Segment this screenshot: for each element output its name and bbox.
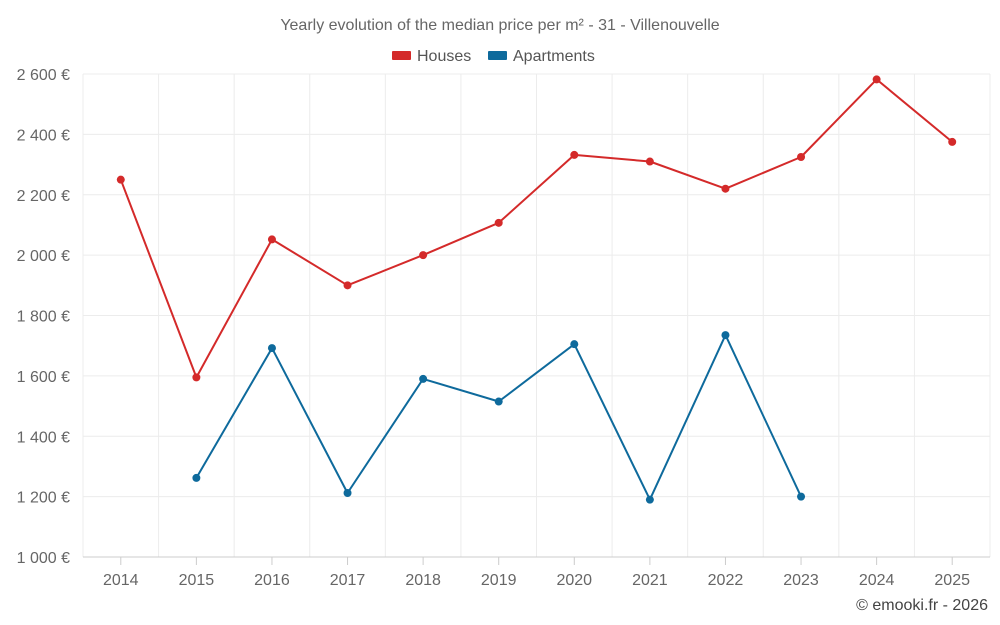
x-tick-label: 2023 <box>783 572 819 589</box>
x-tick-label: 2019 <box>481 572 517 589</box>
credit-text: © emooki.fr - 2026 <box>856 597 988 614</box>
y-tick-label: 1 400 € <box>17 429 70 446</box>
series-apartments <box>192 331 806 504</box>
data-point-houses[interactable] <box>948 137 957 146</box>
data-point-apartments[interactable] <box>419 374 428 383</box>
legend-label-houses: Houses <box>417 48 471 65</box>
data-point-apartments[interactable] <box>570 340 579 349</box>
x-tick-label: 2017 <box>330 572 366 589</box>
series <box>116 75 957 504</box>
legend-item-houses[interactable]: Houses <box>392 48 471 65</box>
x-tick-label: 2014 <box>103 572 139 589</box>
data-point-houses[interactable] <box>116 175 125 184</box>
legend-swatch-houses <box>392 51 411 60</box>
y-tick-label: 1 200 € <box>17 490 70 507</box>
data-point-houses[interactable] <box>645 157 654 166</box>
series-line-apartments <box>195 334 802 501</box>
grid <box>82 73 991 557</box>
legend: Houses Apartments <box>392 48 595 65</box>
x-tick-label: 2021 <box>632 572 668 589</box>
x-tick-label: 2016 <box>254 572 290 589</box>
legend-label-apartments: Apartments <box>513 48 595 65</box>
x-tick-label: 2015 <box>179 572 215 589</box>
data-point-houses[interactable] <box>570 150 579 159</box>
x-axis: 2014 2015 2016 2017 2018 2019 2020 2021 2022 2023… <box>83 556 990 589</box>
data-point-apartments[interactable] <box>721 331 730 340</box>
data-point-houses[interactable] <box>343 281 352 290</box>
x-tick-label: 2020 <box>556 572 592 589</box>
y-tick-label: 2 400 € <box>17 127 70 144</box>
data-point-houses[interactable] <box>721 184 730 193</box>
y-tick-label: 2 000 € <box>17 248 70 265</box>
legend-swatch-apartments <box>488 51 507 60</box>
chart-title: Yearly evolution of the median price per… <box>280 17 719 34</box>
data-point-apartments[interactable] <box>192 473 201 482</box>
data-point-houses[interactable] <box>797 153 806 162</box>
data-point-apartments[interactable] <box>494 397 503 406</box>
series-houses <box>116 75 957 382</box>
legend-item-apartments[interactable]: Apartments <box>488 48 595 65</box>
data-point-apartments[interactable] <box>267 344 276 353</box>
series-line-houses <box>119 78 953 379</box>
y-tick-label: 1 800 € <box>17 309 70 326</box>
x-tick-label: 2018 <box>405 572 441 589</box>
x-tick-label: 2022 <box>708 572 744 589</box>
x-tick-label: 2024 <box>859 572 895 589</box>
data-point-houses[interactable] <box>494 218 503 227</box>
y-tick-label: 1 000 € <box>17 550 70 567</box>
data-point-apartments[interactable] <box>343 489 352 498</box>
data-point-apartments[interactable] <box>645 495 654 504</box>
data-point-houses[interactable] <box>419 251 428 260</box>
data-point-houses[interactable] <box>872 75 881 84</box>
y-tick-label: 1 600 € <box>17 369 70 386</box>
data-point-houses[interactable] <box>192 373 201 382</box>
y-axis: 1 000 € 1 200 € 1 400 € 1 600 € 1 800 € 2 000… <box>17 67 70 567</box>
data-point-apartments[interactable] <box>797 492 806 501</box>
x-tick-label: 2025 <box>934 572 970 589</box>
y-tick-label: 2 200 € <box>17 188 70 205</box>
y-tick-label: 2 600 € <box>17 67 70 84</box>
data-point-houses[interactable] <box>267 235 276 244</box>
